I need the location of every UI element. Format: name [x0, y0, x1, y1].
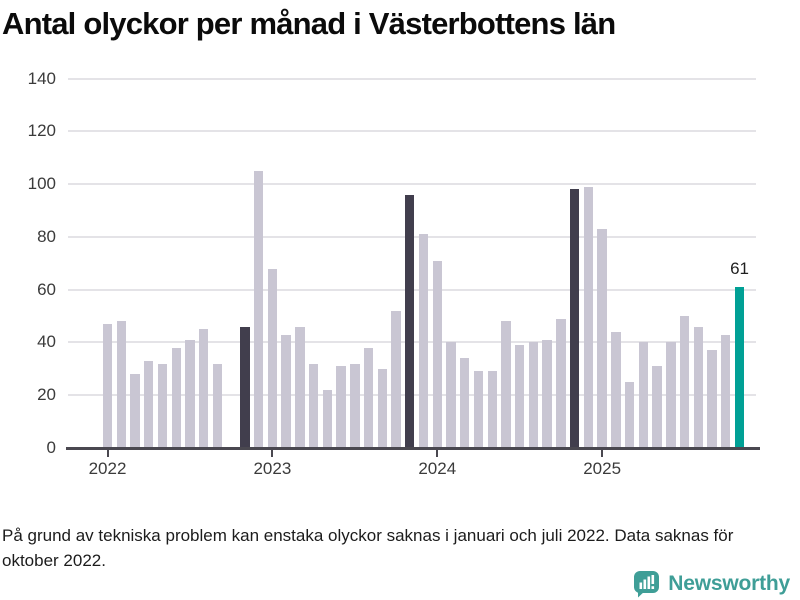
gridline-120: [68, 130, 756, 133]
bar-2024-11: [569, 189, 580, 448]
bar-2022-09: [212, 363, 223, 448]
x-axis-label-2025: 2025: [583, 459, 622, 478]
bar-2025-06: [666, 342, 676, 448]
bar-2022-03: [130, 374, 140, 448]
newsworthy-logo-icon: [632, 570, 660, 598]
bar-2022-06: [171, 347, 181, 448]
bar-2025-09: [707, 350, 717, 448]
bar-2024-09: [542, 339, 552, 448]
bar-2023-10: [391, 310, 401, 448]
bar-2023-12: [418, 234, 429, 448]
y-axis-label-120: 120: [27, 121, 56, 141]
gridline-140: [68, 77, 756, 80]
bar-2024-03: [460, 358, 470, 448]
bar-2025-07: [679, 316, 690, 448]
bar-2025-01: [597, 229, 607, 448]
bar-2023-08: [363, 347, 374, 448]
bar-2024-08: [528, 342, 539, 448]
bar-2024-01: [432, 260, 442, 448]
x-axis-label-2023: 2023: [253, 459, 292, 478]
bar-2023-01: [267, 268, 278, 448]
bar-2024-10: [556, 318, 566, 448]
bar-2022-12: [253, 171, 264, 448]
y-axis-label-20: 20: [37, 385, 56, 405]
y-axis-label-0: 0: [46, 438, 56, 457]
bar-2022-04: [144, 360, 154, 448]
bar-2023-07: [350, 363, 360, 448]
x-axis-label-2022: 2022: [88, 459, 127, 478]
y-axis-label-100: 100: [27, 174, 56, 194]
bar-2023-04: [308, 363, 319, 448]
x-tick-2022: [106, 448, 109, 457]
footnote: På grund av tekniska problem kan enstaka…: [2, 523, 733, 573]
bar-2022-02: [116, 321, 126, 448]
newsworthy-logo: Newsworthy: [632, 570, 790, 598]
bar-2023-05: [322, 389, 333, 448]
bar-2025-03: [624, 382, 635, 448]
footnote-line-1: På grund av tekniska problem kan enstaka…: [2, 526, 734, 545]
bar-2022-01: [102, 324, 113, 448]
bar-2024-05: [487, 371, 497, 448]
bar-2025-10: [721, 334, 731, 448]
bar-2024-02: [446, 342, 456, 448]
bar-2023-09: [377, 368, 387, 448]
bar-2025-11: [734, 287, 745, 448]
chart-title: Antal olyckor per månad i Västerbottens …: [2, 6, 616, 41]
y-axis-label-140: 140: [27, 68, 56, 88]
bar-2023-03: [295, 326, 305, 448]
bar-2024-06: [501, 321, 511, 448]
bar-2022-05: [157, 363, 168, 448]
plot-area: 61 0 20 40 60 80 100 120 140 2022 2023 2024 2025: [27, 68, 760, 478]
footnote-line-2: oktober 2022.: [2, 551, 106, 570]
bar-2022-11: [240, 326, 250, 448]
newsworthy-wordmark: Newsworthy: [668, 572, 790, 595]
bar-2024-04: [473, 371, 484, 448]
x-axis-label-2024: 2024: [418, 459, 457, 478]
bar-2023-11: [405, 194, 415, 448]
bar-2024-07: [515, 345, 525, 448]
bar-2025-08: [693, 326, 703, 448]
x-tick-2025: [601, 448, 604, 457]
y-axis-label-60: 60: [37, 279, 56, 299]
gridline-100: [68, 183, 756, 186]
bar-2022-07: [185, 339, 195, 448]
bar-value-label: 61: [730, 259, 749, 279]
bar-2022-08: [198, 329, 209, 448]
y-axis-label-80: 80: [37, 226, 56, 246]
bar-2025-04: [638, 342, 649, 448]
bar-2024-12: [583, 186, 594, 448]
bar-2023-06: [336, 366, 346, 448]
bar-2025-02: [611, 331, 621, 448]
x-tick-2024: [436, 448, 439, 457]
y-axis-label-40: 40: [37, 332, 56, 352]
x-axis-line: [66, 446, 760, 450]
bar-2025-05: [652, 366, 662, 448]
bar-2023-02: [281, 334, 291, 448]
x-tick-2023: [271, 448, 274, 457]
